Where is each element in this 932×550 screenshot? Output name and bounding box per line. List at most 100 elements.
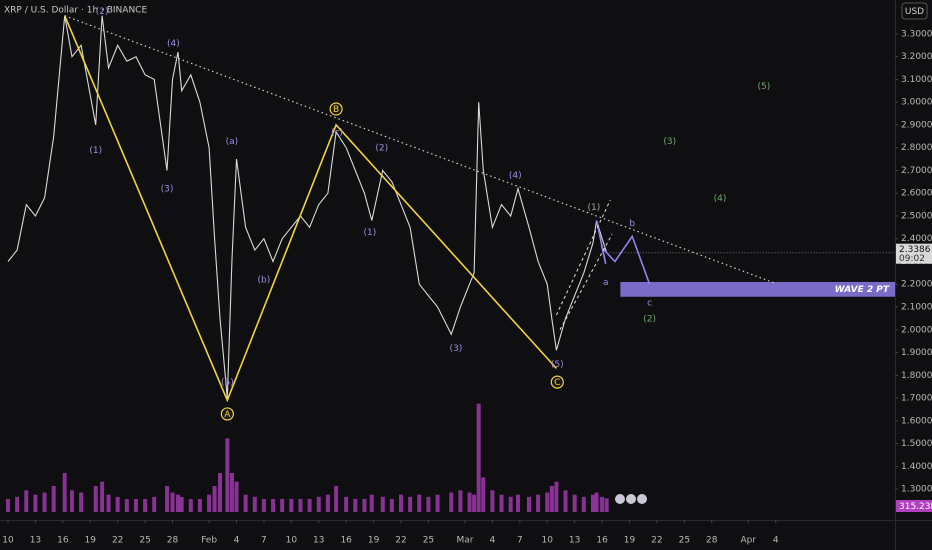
volume-bar: [234, 481, 239, 512]
volume-bar: [467, 492, 472, 512]
volume-bar: [334, 486, 339, 512]
wave-label: (1): [364, 228, 377, 238]
x-tick-label: 7: [261, 536, 267, 546]
y-tick-label: 2.8000: [901, 143, 932, 153]
volume-bar: [600, 496, 605, 512]
volume-bar: [389, 499, 394, 512]
event-icon[interactable]: [626, 494, 636, 504]
wave-label: (3): [449, 344, 462, 354]
x-tick-label: 28: [706, 536, 718, 546]
y-tick-label: 3.1000: [901, 75, 932, 85]
wave-label: (1): [587, 203, 600, 213]
wave-label: B: [333, 105, 339, 115]
countdown: 09:02: [899, 254, 925, 264]
target-zone: [620, 281, 895, 297]
zigzag: [63, 15, 557, 403]
wave-label: (a): [226, 137, 239, 147]
event-icons[interactable]: [615, 494, 647, 504]
x-tick-label: 13: [569, 536, 580, 546]
x-tick-label: 16: [57, 536, 69, 546]
channel-lower: [559, 233, 613, 331]
volume-bar: [51, 486, 56, 512]
volume-bar: [24, 490, 29, 512]
y-tick-label: 2.7000: [901, 166, 932, 176]
volume-bar: [435, 494, 440, 512]
volume-bar: [33, 494, 38, 512]
volume-bar: [590, 494, 595, 512]
volume-bar: [165, 486, 170, 512]
volume-bar: [581, 496, 586, 512]
volume-bar: [472, 494, 477, 512]
y-tick-label: 1.6000: [901, 416, 932, 426]
volume-bar: [197, 499, 202, 512]
event-icon[interactable]: [615, 494, 625, 504]
x-tick-label: 19: [624, 536, 636, 546]
currency-box[interactable]: [901, 2, 928, 20]
event-icon[interactable]: [637, 494, 647, 504]
volume-bar: [175, 494, 180, 512]
volume-bar: [426, 496, 431, 512]
currency[interactable]: USD: [905, 7, 924, 17]
volume-bar: [490, 490, 495, 512]
volume-bar: [106, 494, 111, 512]
x-tick-label: 4: [234, 536, 240, 546]
volume-bar: [417, 494, 422, 512]
x-tick-label: 22: [395, 536, 406, 546]
x-tick-label: 13: [313, 536, 324, 546]
volume-bar: [344, 496, 349, 512]
wave-circle: [550, 375, 564, 389]
volume-bar: [261, 499, 266, 512]
volume-bar: [124, 499, 129, 512]
volume-bar: [271, 499, 276, 512]
wave-label: (2): [643, 314, 656, 324]
wave-label: (4): [714, 194, 727, 204]
wave-label: (3): [161, 185, 174, 195]
y-tick-label: 2.2000: [901, 280, 932, 290]
wave-label: (3): [663, 137, 676, 147]
volume-bar: [225, 438, 230, 512]
volume-label-box: [896, 500, 932, 512]
volume-bar: [133, 499, 138, 512]
x-tick-label: 16: [340, 536, 352, 546]
volume-bar: [458, 490, 463, 512]
wave-circle: [220, 407, 234, 421]
volume-bar: [207, 494, 212, 512]
volume-bar: [100, 481, 105, 512]
x-tick-label: 28: [167, 536, 179, 546]
volume-bar: [549, 486, 554, 512]
volume-bar: [353, 499, 358, 512]
x-tick-label: 25: [423, 536, 434, 546]
x-tick-label: Feb: [201, 536, 217, 546]
volume-bar: [362, 499, 367, 512]
x-tick-label: 10: [542, 536, 554, 546]
volume-bar: [42, 492, 47, 512]
wave-label: (c): [331, 128, 343, 138]
wave-label: (5): [221, 378, 234, 388]
volume-bar: [79, 492, 84, 512]
volume-bar: [604, 498, 609, 512]
y-tick-label: 2.4000: [901, 234, 932, 244]
y-tick-label: 3.2000: [901, 52, 932, 62]
y-tick-label: 1.5000: [901, 439, 932, 449]
x-tick-label: 22: [112, 536, 123, 546]
x-tick-label: 4: [773, 536, 779, 546]
x-tick-label: 25: [679, 536, 690, 546]
wave-circle: [329, 102, 343, 116]
wave-label: (4): [509, 171, 522, 181]
wave-label: (2): [96, 7, 109, 17]
volume-bar: [212, 486, 217, 512]
x-tick-label: 25: [139, 536, 150, 546]
volume-bar: [188, 499, 193, 512]
volume-bar: [62, 473, 67, 512]
volume-label: 315.23K: [899, 502, 932, 512]
x-tick-label: 10: [2, 536, 14, 546]
volume-bar: [5, 499, 10, 512]
volume-bar: [298, 499, 303, 512]
volume-bar: [229, 473, 234, 512]
last-price-box: [896, 243, 932, 264]
projection: [595, 220, 651, 285]
volume-bar: [369, 494, 374, 512]
volume-bar: [316, 496, 321, 512]
